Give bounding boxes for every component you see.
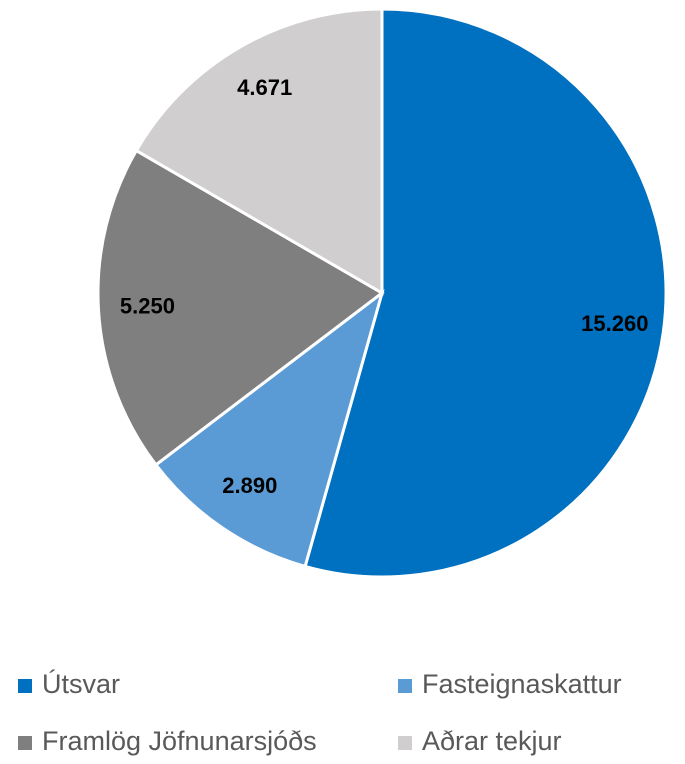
pie-slice <box>134 7 384 296</box>
legend-label: Útsvar <box>42 668 120 699</box>
legend-swatch <box>18 736 32 750</box>
legend-label: Fasteignaskattur <box>422 669 622 699</box>
data-label: 4.671 <box>237 75 292 100</box>
legend-swatch <box>18 679 32 693</box>
legend-label: Framlög Jöfnunarsjóðs <box>42 726 317 756</box>
pie-slice <box>303 7 668 579</box>
legend-swatch <box>398 679 412 693</box>
data-label: 5.250 <box>120 293 175 318</box>
data-label: 15.260 <box>581 311 648 336</box>
legend-label: Aðrar tekjur <box>422 726 562 756</box>
pie-slice <box>153 289 385 569</box>
data-label: 2.890 <box>222 473 277 498</box>
pie-slice <box>96 148 385 467</box>
legend-swatch <box>398 736 412 750</box>
